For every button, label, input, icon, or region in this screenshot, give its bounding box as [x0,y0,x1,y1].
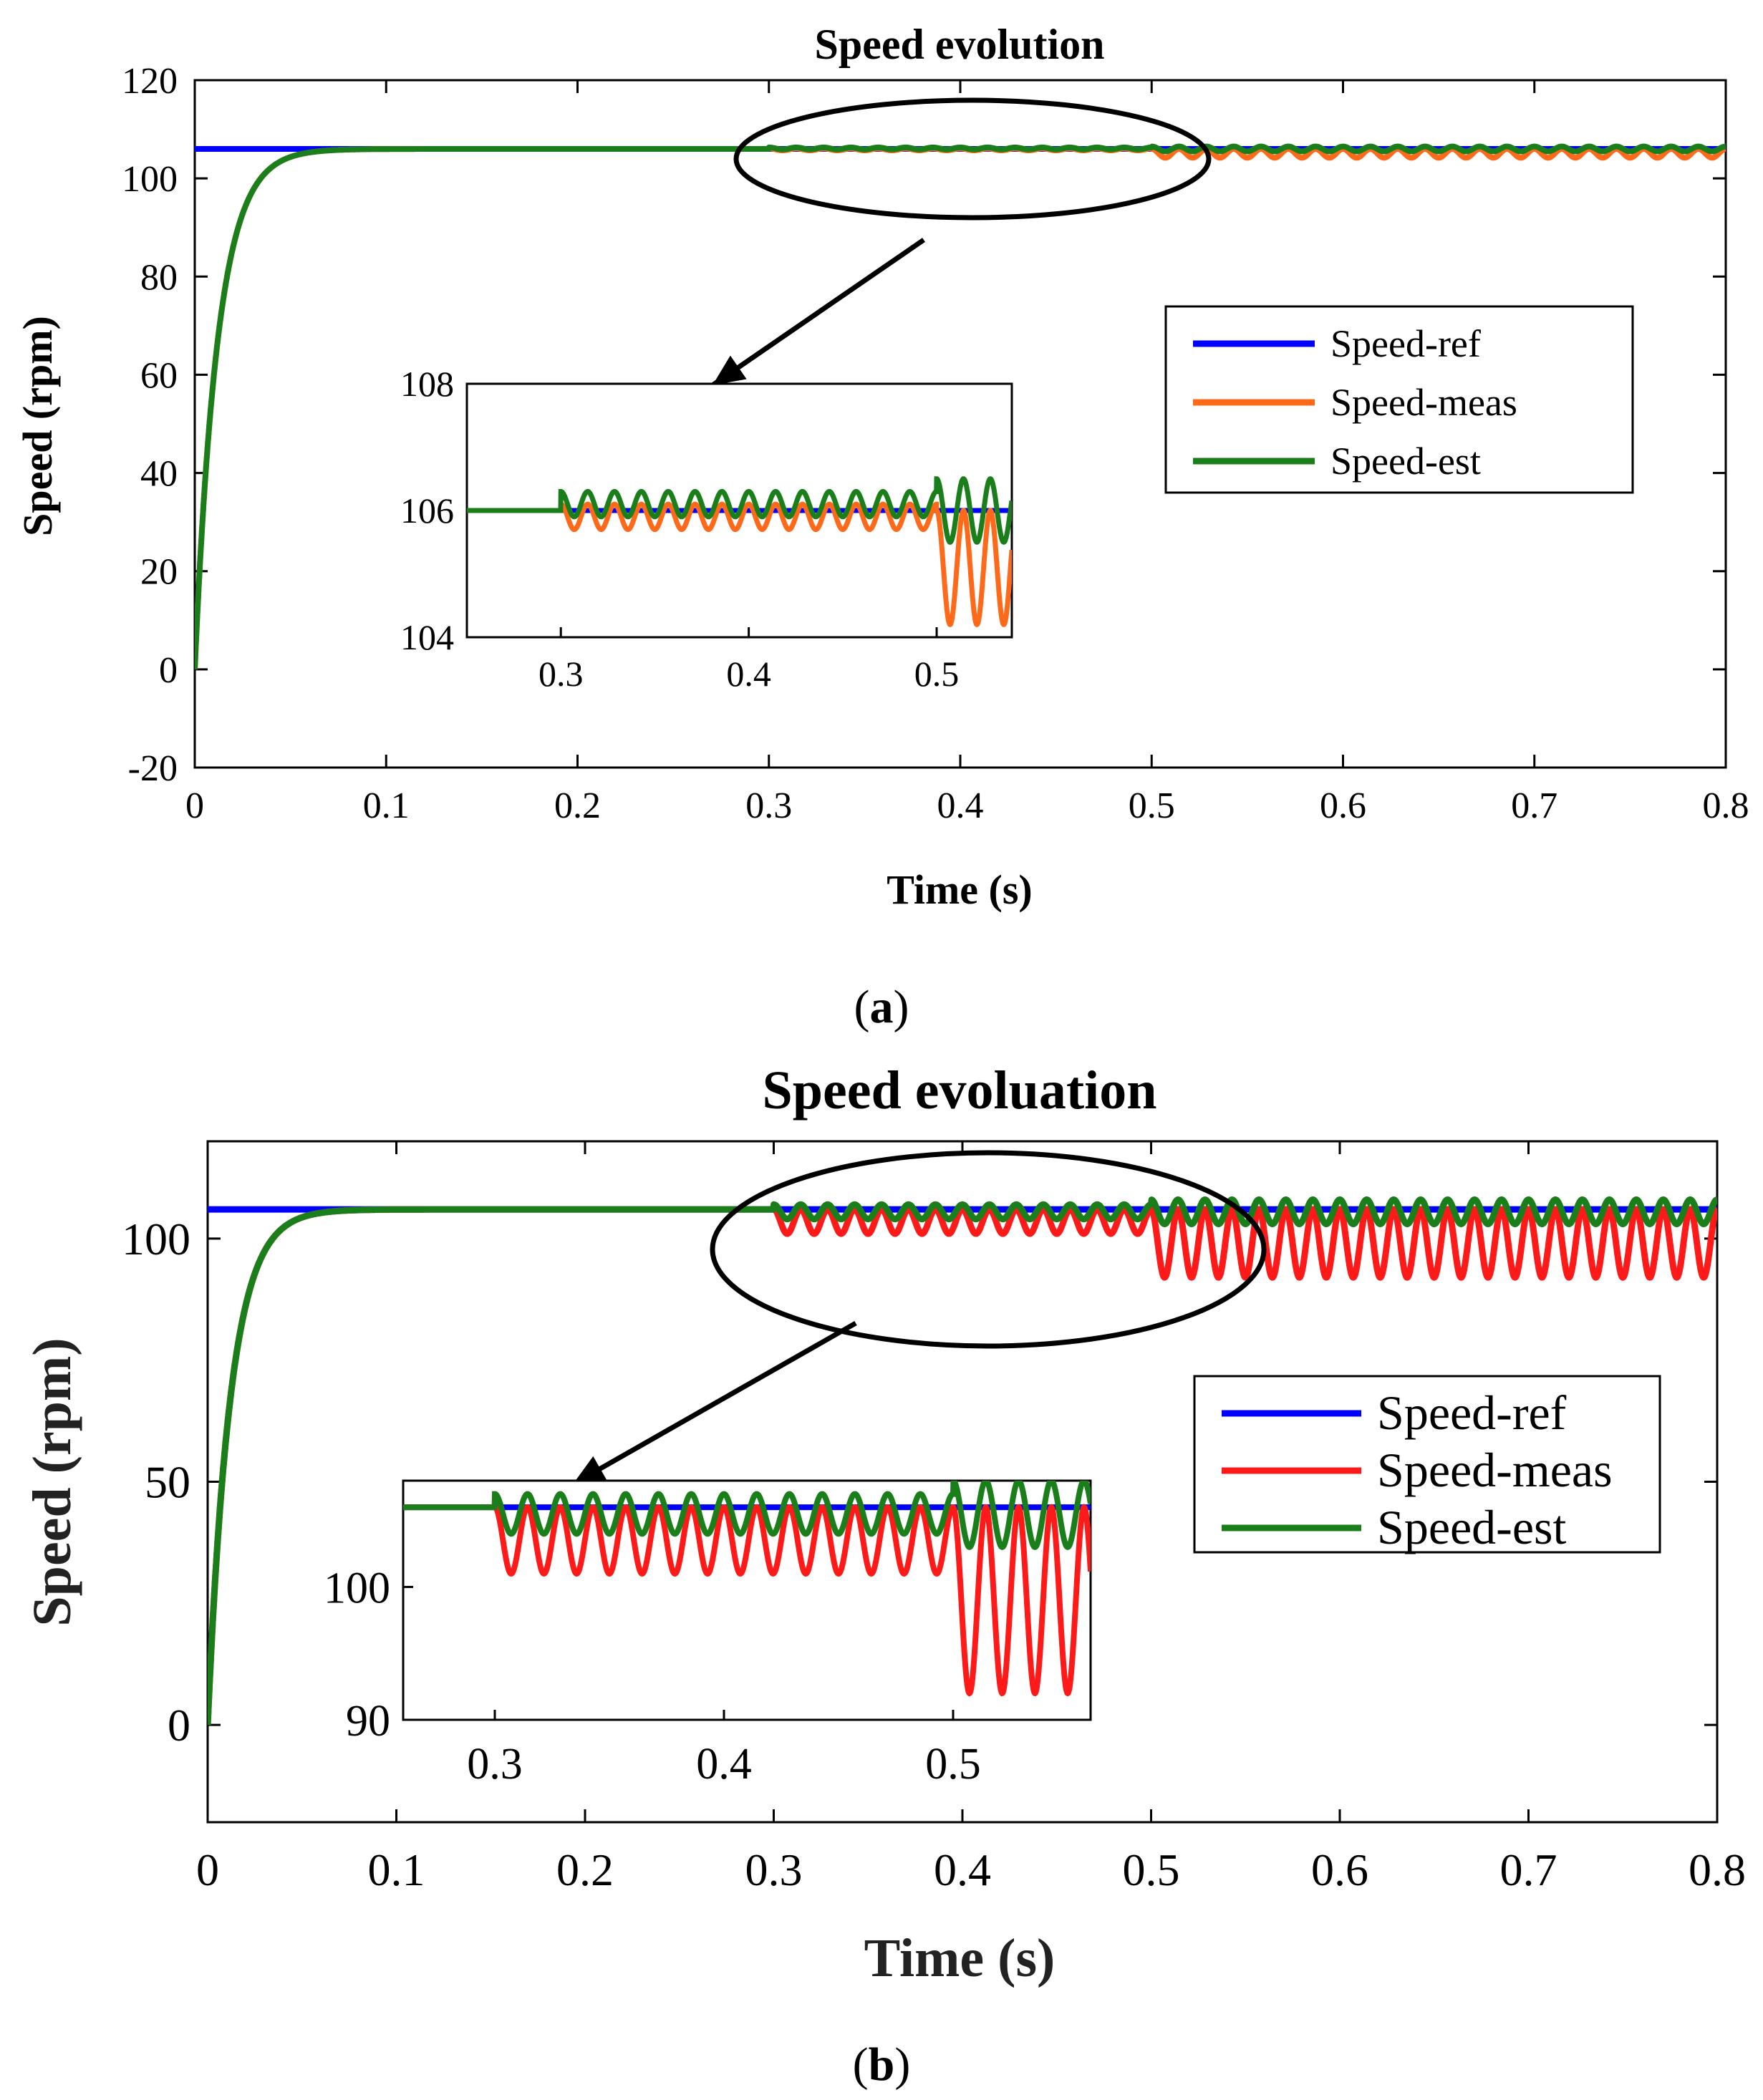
x-tick-label: 0.7 [1500,1844,1557,1895]
inset-y-tick-label: 108 [400,364,454,404]
zoom-ellipse [710,1150,1267,1349]
caption-a-label: a [870,981,894,1033]
legend-label: Speed-meas [1330,381,1517,424]
caption-b: (b) [853,2038,911,2091]
x-tick-label: 0.2 [554,785,601,826]
x-tick-label: 0.6 [1311,1844,1368,1895]
inset-x-tick-label: 0.4 [726,654,771,694]
inset-x-tick-label: 0.3 [467,1740,523,1789]
x-tick-label: 0.8 [1703,785,1749,826]
x-tick-label: 0.5 [1123,1844,1180,1895]
inset-y-tick-label: 100 [324,1564,390,1612]
inset-series-line-speed-meas [403,1504,1091,1697]
chart-title: Speed evoluation [762,1060,1156,1121]
legend-label: Speed-ref [1377,1385,1567,1440]
zoom-arrow-shaft [711,238,925,387]
inset-x-tick-label: 0.4 [696,1740,752,1789]
x-tick-label: 0.4 [934,1844,991,1895]
legend-label: Speed-est [1377,1500,1566,1554]
y-axis-label: Speed (rpm) [22,1337,82,1626]
inset-series-line-speed-est [467,476,1012,545]
x-tick-label: 0.1 [368,1844,425,1895]
y-tick-label: 50 [145,1457,190,1508]
zoom-arrow-shaft [571,1320,857,1487]
x-tick-label: 0.8 [1689,1844,1746,1895]
x-axis-label: Time (s) [887,866,1033,913]
inset-series-line-speed-est [403,1481,1091,1550]
series-line-speed-est [195,143,1726,670]
inset-x-tick-label: 0.5 [925,1740,981,1789]
inset-y-tick-label: 90 [346,1697,390,1746]
x-tick-label: 0.7 [1511,785,1557,826]
x-tick-label: 0.3 [745,785,792,826]
panel-a: Speed evolution 0 0.1 0.2 0.3 0.4 0.5 0.6 0.7 0.8… [14,21,1749,913]
legend-label: Speed-meas [1377,1443,1613,1497]
y-tick-label: 100 [122,1214,190,1264]
x-axis-label: Time (s) [864,1928,1056,1988]
x-tick-label: 0.2 [556,1844,614,1895]
y-tick-label: 60 [140,355,178,396]
zoom-arrow-head [713,355,747,385]
y-tick-label: 120 [122,61,178,102]
y-tick-label: 20 [140,552,178,593]
zoom-arrow-head [573,1456,608,1484]
x-tick-label: 0 [185,785,204,826]
inset-y-tick-label: 106 [400,490,454,531]
inset-x-tick-label: 0.5 [914,654,960,694]
y-tick-label: -20 [128,748,178,789]
y-axis-label: Speed (rpm) [14,316,61,536]
y-tick-label: 0 [168,1700,190,1751]
x-tick-label: 0.5 [1129,785,1175,826]
legend-label: Speed-est [1330,440,1481,483]
x-tick-label: 0.3 [745,1844,803,1895]
inset-y-tick-label: 104 [400,617,454,657]
caption-b-label: b [869,2038,895,2091]
x-tick-label: 0.4 [937,785,984,826]
y-tick-label: 100 [122,159,178,200]
zoom-ellipse [733,97,1212,221]
x-tick-label: 0.1 [363,785,410,826]
panel-b: Speed evoluation 0 0.1 0.2 0.3 0.4 0.5 0.6 0.7 0.… [22,1060,1746,1988]
inset-x-tick-label: 0.3 [538,654,584,694]
legend-label: Speed-ref [1330,322,1481,365]
chart-title: Speed evolution [814,21,1104,68]
x-tick-label: 0.6 [1320,785,1366,826]
y-tick-label: 0 [159,650,178,691]
y-tick-label: 40 [140,454,178,495]
caption-a: (a) [854,981,909,1033]
legend [1193,1375,1661,1554]
y-tick-label: 80 [140,257,178,298]
series-line-speed-est [208,1196,1717,1726]
x-tick-label: 0 [196,1844,219,1895]
